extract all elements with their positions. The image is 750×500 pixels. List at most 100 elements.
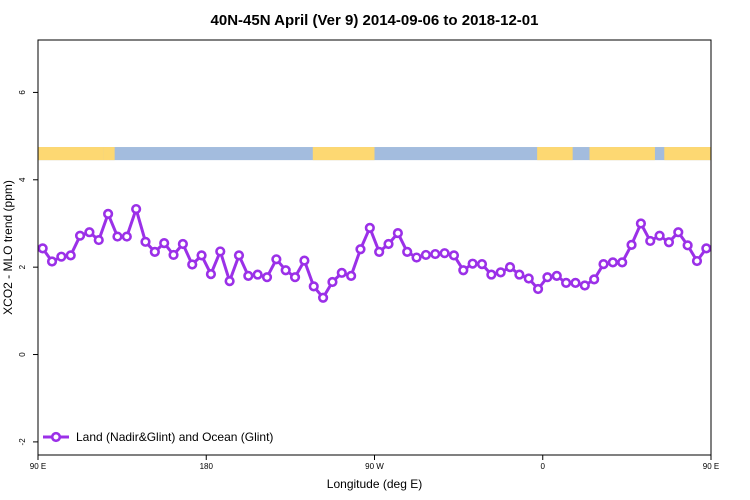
data-point [420, 249, 432, 261]
data-point [299, 255, 310, 266]
x-tick-label: 90 E [30, 462, 46, 471]
data-point [579, 280, 590, 291]
data-point [224, 276, 235, 287]
data-point [327, 276, 338, 288]
legend: Land (Nadir&Glint) and Ocean (Glint) [43, 430, 273, 444]
data-point [84, 227, 95, 238]
data-point [271, 254, 282, 265]
data-point [532, 283, 544, 295]
data-point [430, 248, 441, 260]
data-point [626, 239, 637, 250]
x-tick-label: 0 [541, 462, 546, 471]
data-point [514, 269, 525, 280]
data-point [458, 265, 469, 276]
data-point [121, 231, 132, 242]
land-segment [38, 147, 104, 161]
data-point [177, 238, 188, 250]
data-point [467, 258, 478, 269]
y-axis: -2 0 2 4 6 [18, 90, 38, 446]
y-tick-label: 0 [18, 352, 27, 357]
data-point [607, 257, 618, 268]
data-point [635, 218, 646, 229]
y-tick-label: 2 [18, 264, 27, 269]
data-point [168, 249, 179, 261]
land-segment [664, 147, 711, 161]
x-axis-label: Longitude (deg E) [327, 477, 422, 491]
data-point [673, 227, 684, 238]
legend-label: Land (Nadir&Glint) and Ocean (Glint) [76, 430, 273, 444]
x-tick-label: 180 [200, 462, 214, 471]
data-point [37, 243, 48, 254]
data-point [570, 277, 581, 288]
data-point [205, 269, 217, 280]
data-point [196, 250, 207, 261]
data-point [645, 235, 656, 247]
data-point [617, 257, 628, 268]
data-point [439, 248, 450, 259]
data-point [233, 250, 245, 261]
data-point [56, 251, 67, 262]
data-point [336, 267, 347, 278]
legend-marker [50, 431, 62, 443]
land-segment [312, 147, 375, 161]
data-point [131, 203, 142, 215]
data-point [551, 270, 562, 281]
data-point [187, 259, 198, 270]
data-point [392, 227, 403, 239]
data-point [355, 244, 366, 255]
data-point [589, 274, 600, 285]
y-tick-label: 6 [18, 90, 27, 95]
x-tick-label: 90 E [703, 462, 719, 471]
data-point [289, 272, 301, 283]
data-point [486, 269, 497, 280]
data-point [74, 230, 86, 241]
data-point [476, 259, 488, 270]
data-point [598, 259, 609, 270]
land-segment [589, 147, 655, 161]
data-point [112, 231, 123, 242]
data-point [682, 240, 693, 251]
data-point [261, 272, 273, 283]
data-point [523, 273, 534, 284]
data-point [159, 238, 170, 249]
data-point [701, 243, 712, 254]
landmask-band [38, 147, 711, 161]
data-point [542, 272, 553, 283]
data-point [561, 277, 572, 288]
x-axis: 90 E 180 90 W 0 90 E [30, 455, 719, 471]
data-point [364, 222, 375, 233]
data-point [46, 256, 58, 267]
data-point [149, 246, 160, 257]
data-point [252, 269, 263, 280]
data-point [654, 230, 665, 241]
data-point [663, 237, 675, 248]
data-point [504, 262, 516, 273]
data-point [140, 236, 151, 247]
data-point [215, 246, 226, 257]
series-layer [37, 203, 712, 303]
land-segment [103, 147, 115, 161]
y-axis-label: XCO2 - MLO trend (ppm) [1, 180, 15, 315]
data-point [402, 246, 413, 257]
land-segment [537, 147, 573, 161]
data-point [280, 265, 291, 276]
data-point [103, 208, 114, 219]
y-tick-label: 4 [18, 177, 27, 182]
data-point [93, 234, 104, 246]
data-point [374, 246, 385, 257]
data-point [411, 252, 422, 263]
plot-frame [37, 39, 712, 456]
y-tick-label: -2 [18, 438, 27, 446]
data-point [65, 250, 76, 261]
data-point [308, 281, 319, 292]
data-point [383, 238, 394, 250]
data-point [495, 267, 506, 278]
data-point [243, 270, 254, 281]
x-tick-label: 90 W [365, 462, 384, 471]
data-point [346, 270, 357, 281]
chart-title: 40N-45N April (Ver 9) 2014-09-06 to 2018… [211, 12, 539, 29]
data-point [691, 255, 703, 267]
data-point [317, 292, 329, 303]
data-point [448, 250, 460, 261]
